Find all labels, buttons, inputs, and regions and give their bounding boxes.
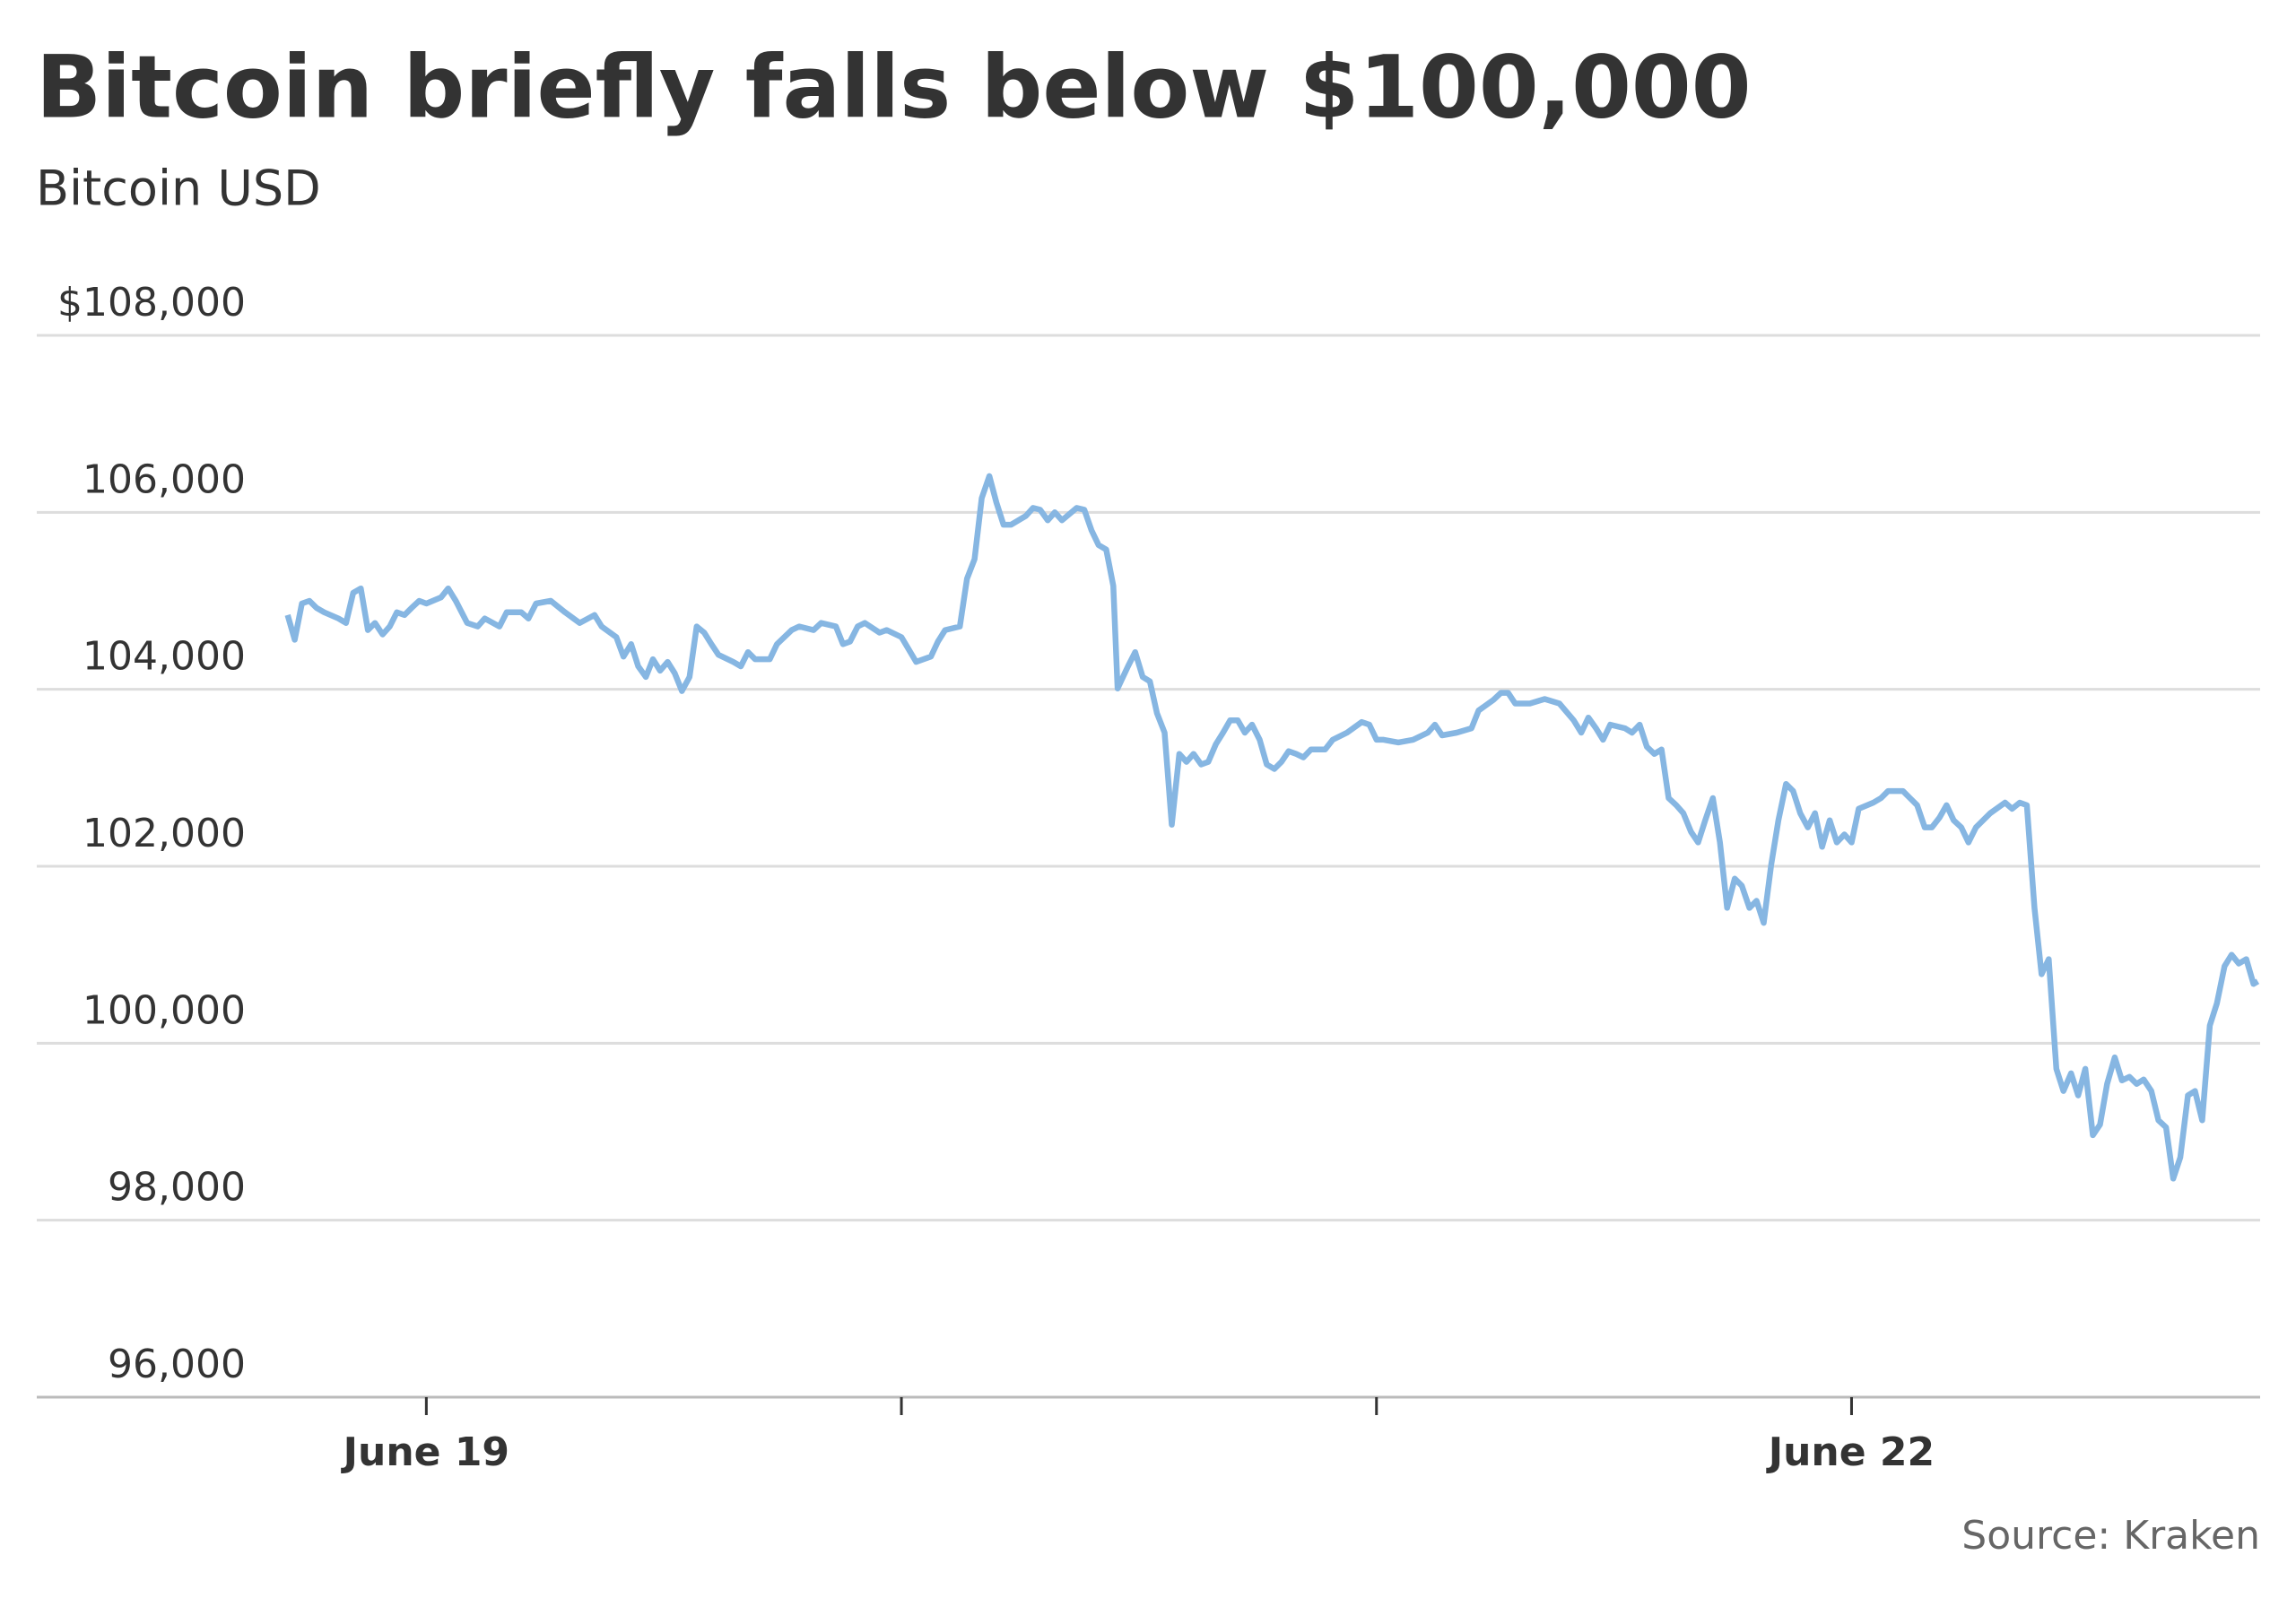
chart-subtitle: Bitcoin USD	[36, 161, 321, 217]
y-tick-label: 98,000	[108, 1165, 246, 1211]
y-tick-label: $108,000	[57, 280, 246, 326]
chart-title: Bitcoin briefly falls below $100,000	[36, 37, 1752, 137]
price-line	[284, 473, 2260, 1182]
y-tick-label: 96,000	[108, 1342, 246, 1387]
y-tick-label: 100,000	[83, 987, 246, 1033]
x-tick-label: June 19	[341, 1429, 509, 1475]
y-tick-label: 106,000	[83, 456, 246, 502]
y-tick-label: 102,000	[83, 811, 246, 856]
x-tick-label: June 22	[1766, 1429, 1935, 1475]
y-tick-label: 104,000	[83, 634, 246, 680]
source: Source: Kraken	[1961, 1513, 2260, 1559]
